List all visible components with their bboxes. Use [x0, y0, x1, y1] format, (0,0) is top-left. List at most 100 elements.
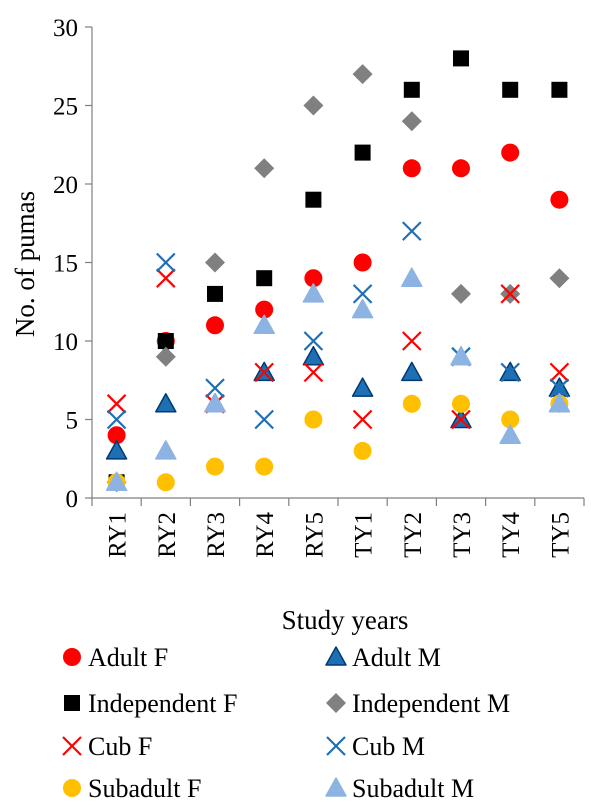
data-point [254, 409, 274, 430]
data-point [156, 473, 175, 492]
y-tick-label: 30 [53, 15, 78, 42]
legend-label: Cub F [88, 732, 152, 761]
data-point [500, 284, 520, 304]
series-cub-f [106, 268, 570, 430]
series-subadult-f [107, 394, 569, 492]
x-tick-label: RY1 [105, 512, 132, 558]
data-point [206, 457, 224, 476]
legend-marker [62, 736, 82, 756]
legend-item: Independent F [64, 689, 237, 718]
data-point [255, 457, 274, 476]
x-tick-label: RY2 [154, 512, 181, 558]
legend: Adult F Adult M Independent F Independent M… [62, 643, 510, 803]
data-point [501, 410, 520, 429]
data-point [351, 377, 374, 397]
legend-item: Independent M [326, 689, 510, 718]
legend-marker [325, 777, 347, 797]
data-point [549, 378, 570, 398]
data-point [453, 50, 469, 67]
data-point [256, 270, 273, 287]
data-point [401, 361, 423, 382]
data-point [353, 253, 372, 272]
data-point [155, 440, 177, 460]
x-tick-label: TY1 [351, 512, 378, 558]
data-point [499, 424, 521, 444]
legend-label: Adult F [88, 643, 168, 672]
y-tick-label: 5 [66, 408, 79, 435]
data-point [207, 285, 223, 302]
data-point [106, 394, 127, 414]
data-point [502, 81, 519, 98]
legend-item: Cub M [326, 732, 425, 761]
legend-item: Subadult M [325, 774, 474, 803]
y-axis-title: No. of pumas [10, 191, 40, 337]
legend-marker [63, 779, 81, 797]
data-point [548, 393, 571, 413]
x-tick-label: RY5 [301, 512, 328, 558]
x-tick-label: TY4 [498, 512, 525, 558]
x-tick-label: RY3 [203, 512, 230, 558]
legend-item: Adult M [325, 643, 441, 672]
data-point [549, 362, 570, 383]
legend-marker [326, 736, 346, 756]
data-point [352, 409, 373, 430]
y-tick-label: 0 [66, 486, 79, 513]
data-point [155, 346, 176, 367]
legend-item: Cub F [62, 732, 152, 761]
data-point [253, 314, 275, 335]
legend-marker [64, 695, 80, 711]
legend-marker [326, 693, 346, 713]
data-point [402, 394, 421, 413]
data-point [354, 144, 371, 161]
data-point [304, 410, 323, 429]
data-point [452, 159, 470, 178]
x-tick-label: TY3 [449, 512, 476, 558]
data-point [352, 64, 373, 85]
data-point [303, 331, 324, 351]
data-point [551, 81, 568, 98]
data-point [157, 333, 174, 349]
data-point [500, 362, 520, 383]
data-point [205, 252, 225, 273]
data-point [452, 394, 470, 413]
data-point [302, 345, 325, 366]
x-tick-label: TY2 [400, 512, 427, 558]
series-adult-f [107, 143, 569, 445]
data-point [106, 409, 127, 430]
data-point [351, 298, 374, 319]
data-point [254, 362, 274, 383]
data-point [303, 95, 324, 116]
data-point [403, 81, 420, 98]
series-cub-m [106, 221, 570, 430]
data-point [156, 268, 176, 288]
legend-label: Cub M [352, 732, 425, 761]
data-point [402, 331, 422, 351]
data-point [304, 269, 323, 288]
data-point [451, 409, 471, 430]
legend-label: Subadult M [352, 774, 474, 803]
data-point [402, 159, 421, 178]
data-point [155, 393, 177, 413]
data-point [352, 284, 373, 304]
legend-label: Independent F [88, 689, 237, 718]
series-subadult-m [105, 267, 571, 492]
y-tick-label: 20 [53, 172, 78, 199]
series-independent-f [108, 50, 568, 491]
legend-item: Adult F [63, 643, 168, 672]
data-point [205, 378, 225, 398]
data-point [550, 190, 569, 209]
data-point [401, 111, 422, 132]
axes [85, 26, 585, 506]
y-tick-label: 25 [53, 94, 78, 121]
y-tick-label: 15 [53, 251, 78, 278]
data-point [501, 143, 520, 162]
data-points [105, 50, 571, 493]
data-point [254, 158, 275, 179]
data-point [305, 191, 322, 208]
data-point [402, 221, 422, 241]
data-point [549, 268, 570, 289]
data-point [302, 283, 325, 303]
x-tick-label: RY4 [252, 512, 279, 558]
data-point [255, 300, 274, 319]
legend-label: Adult M [352, 643, 441, 672]
